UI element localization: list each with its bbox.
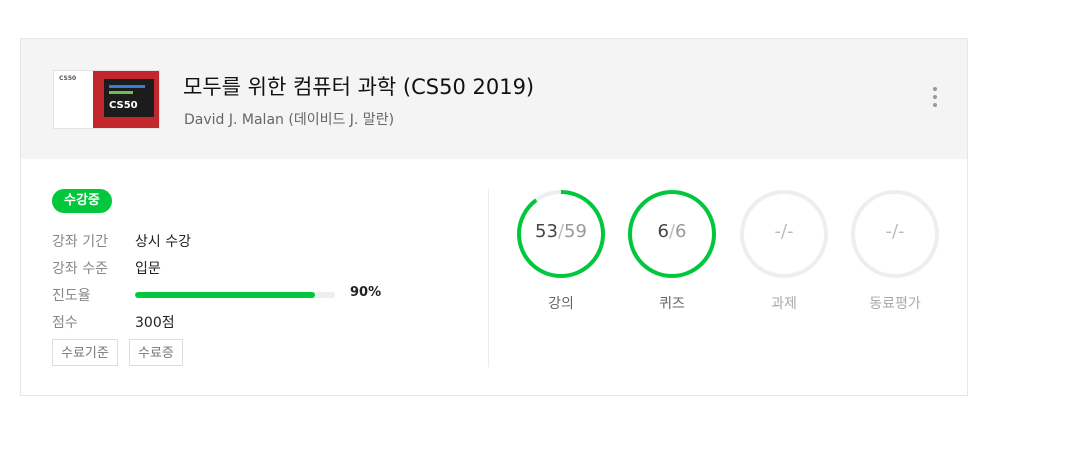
stat-ring <box>851 190 939 278</box>
stat-2: -/- 과제 <box>739 189 829 319</box>
thumbnail-logo-text: CS50 <box>109 100 138 111</box>
stat-value: -/- <box>885 221 905 242</box>
stat-label: 과제 <box>771 296 797 312</box>
section-divider <box>488 189 489 367</box>
score-value: 300점 <box>135 315 175 331</box>
period-label: 강좌 기간 <box>52 234 108 250</box>
stat-value: 53/59 <box>535 221 587 242</box>
stat-value: 6/6 <box>657 221 687 242</box>
kebab-menu-icon[interactable] <box>927 84 943 114</box>
course-thumbnail[interactable]: CS50 CS50 <box>53 70 160 129</box>
stat-value: -/- <box>774 221 794 242</box>
level-value: 입문 <box>135 261 161 277</box>
level-label: 강좌 수준 <box>52 261 108 277</box>
thumbnail-tag: CS50 <box>59 75 77 82</box>
score-label: 점수 <box>52 315 78 331</box>
stat-label: 퀴즈 <box>659 296 685 312</box>
course-card: CS50 CS50 모두를 위한 컴퓨터 과학 (CS50 2019) Davi… <box>20 38 968 396</box>
stat-ring <box>628 190 716 278</box>
stat-label: 강의 <box>548 296 574 312</box>
progress-label: 진도율 <box>52 288 91 304</box>
stat-ring <box>517 190 605 278</box>
stat-ring-progress <box>517 190 605 278</box>
stat-ring-track <box>740 190 828 278</box>
progress-bar-fill <box>135 292 315 298</box>
stat-1: 6/6 퀴즈 <box>627 189 717 319</box>
certificate-button[interactable]: 수료증 <box>129 339 183 366</box>
progress-percent: 90% <box>350 285 382 300</box>
stat-0: 53/59 강의 <box>516 189 606 319</box>
completion-criteria-button[interactable]: 수료기준 <box>52 339 118 366</box>
course-instructor: David J. Malan (데이비드 J. 말란) <box>184 112 395 128</box>
status-badge: 수강중 <box>52 189 112 213</box>
period-value: 상시 수강 <box>135 234 191 250</box>
stat-label: 동료평가 <box>869 296 921 312</box>
stat-ring <box>740 190 828 278</box>
progress-bar <box>135 292 335 298</box>
stat-ring-track <box>851 190 939 278</box>
course-header: CS50 CS50 모두를 위한 컴퓨터 과학 (CS50 2019) Davi… <box>21 39 967 159</box>
course-title[interactable]: 모두를 위한 컴퓨터 과학 (CS50 2019) <box>183 75 535 99</box>
stat-3: -/- 동료평가 <box>850 189 940 319</box>
stat-ring-progress <box>628 190 716 278</box>
